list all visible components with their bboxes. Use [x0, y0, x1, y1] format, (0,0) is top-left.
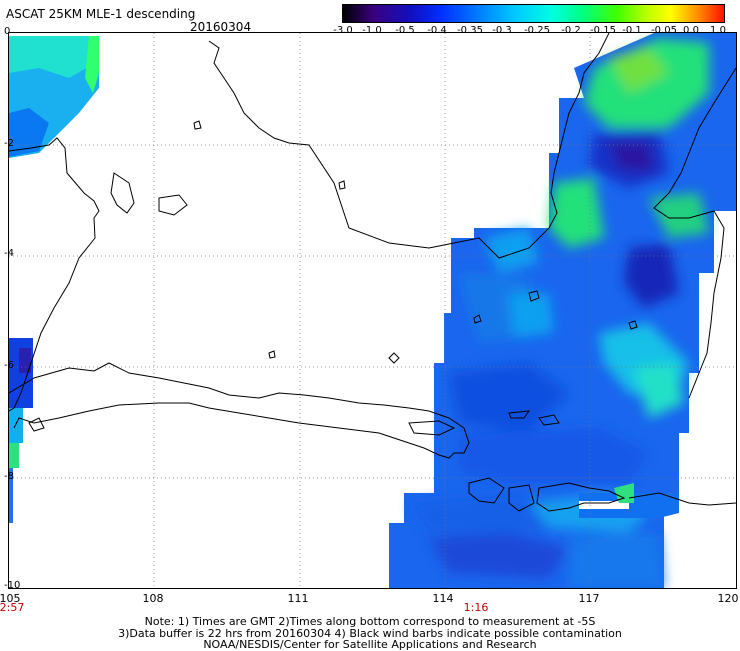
colorbar-label: -0.15: [590, 25, 616, 36]
colorbar-label: -0.4: [427, 25, 447, 36]
coastline: [9, 33, 736, 512]
lon-label: 105: [0, 592, 21, 605]
note-line-3: NOAA/NESDIS/Center for Satellite Applica…: [203, 638, 537, 651]
lat-label: -8: [4, 471, 14, 482]
colorbar-label: -0.25: [524, 25, 550, 36]
lon-label: 120: [717, 592, 739, 605]
time-label-left: 2:57: [0, 601, 25, 614]
colorbar-label: -0.05: [651, 25, 677, 36]
swath-main: [389, 33, 736, 588]
colorbar-label: -0.5: [395, 25, 415, 36]
colorbar-label: -0.2: [561, 25, 581, 36]
colorbar-label: 1.0: [710, 25, 726, 36]
swath-left-edge: [9, 36, 99, 523]
lat-label: -2: [4, 138, 14, 149]
note-line-1: Note: 1) Times are GMT 2)Times along bot…: [144, 615, 596, 628]
colorbar: [342, 4, 725, 23]
lat-label: -6: [4, 360, 14, 371]
note-line-2: 3)Data buffer is 22 hrs from 20160304 4)…: [118, 627, 622, 640]
lon-label: 114: [432, 592, 454, 605]
lat-label: -4: [4, 248, 14, 259]
time-label-center: 1:16: [463, 601, 489, 614]
colorbar-label: -3.0: [333, 25, 353, 36]
map-panel: [8, 32, 737, 589]
lat-label: 0: [4, 26, 11, 37]
map-title: ASCAT 25KM MLE-1 descending: [6, 7, 196, 21]
colorbar-label: -0.3: [492, 25, 512, 36]
lon-label: 111: [287, 592, 309, 605]
graticule: [9, 33, 736, 588]
colorbar-label: -1.0: [362, 25, 382, 36]
lon-label: 108: [142, 592, 164, 605]
colorbar-label: -0.1: [622, 25, 642, 36]
map-date: 20160304: [190, 20, 252, 34]
colorbar-label: 0.0: [683, 25, 699, 36]
wind-swath-map: [9, 33, 736, 588]
lon-label: 117: [578, 592, 600, 605]
lat-label: -10: [4, 580, 21, 591]
colorbar-label: -0.35: [457, 25, 483, 36]
